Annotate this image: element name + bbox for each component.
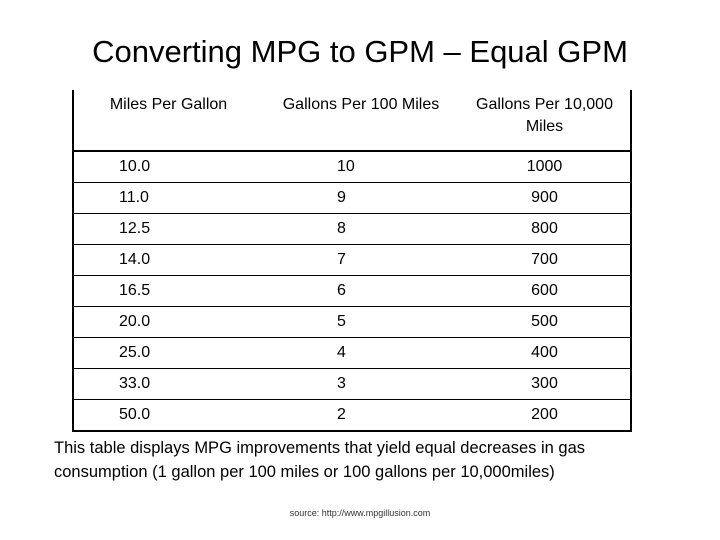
cell-gallons-per-10000-miles: 600	[459, 275, 631, 307]
table-body: 10.0 10 1000 11.0 9 900 12.5 8 800 14.0 7 700 16.5 6 6…	[73, 151, 631, 431]
table-row: 10.0 10 1000	[73, 151, 631, 183]
cell-gallons-per-10000-miles: 500	[459, 306, 631, 338]
table-row: 12.5 8 800	[73, 213, 631, 245]
cell-gallons-per-10000-miles: 800	[459, 213, 631, 245]
cell-gallons-per-10000-miles: 1000	[459, 151, 631, 183]
column-header-gallons-per-10000-miles: Gallons Per 10,000 Miles	[459, 90, 631, 152]
cell-gallons-per-100-miles: 6	[263, 275, 459, 307]
caption: This table displays MPG improvements tha…	[54, 439, 586, 481]
cell-gallons-per-100-miles: 7	[263, 244, 459, 276]
cell-gallons-per-100-miles: 10	[263, 151, 459, 183]
cell-mpg: 33.0	[73, 368, 263, 400]
table-row: 11.0 9 900	[73, 182, 631, 214]
cell-mpg: 14.0	[73, 244, 263, 276]
column-header-mpg: Miles Per Gallon	[73, 90, 263, 152]
table-row: 14.0 7 700	[73, 244, 631, 276]
cell-gallons-per-10000-miles: 400	[459, 337, 631, 369]
cell-mpg: 11.0	[73, 182, 263, 214]
cell-mpg: 50.0	[119, 406, 151, 423]
cell-mpg: 20.0	[73, 306, 263, 338]
conversion-table: Miles Per Gallon Gallons Per 100 Miles G…	[72, 90, 632, 432]
page-title: Converting MPG to GPM – Equal GPM	[92, 34, 628, 69]
cell-gallons-per-10000-miles: 300	[459, 368, 631, 400]
cell-mpg: 25.0	[73, 337, 263, 369]
cell-gallons-per-100-miles: 8	[263, 213, 459, 245]
cell-gallons-per-100-miles: 9	[263, 182, 459, 214]
cell-mpg: 10.0	[73, 151, 263, 183]
cell-gallons-per-10000-miles: 200	[531, 406, 558, 423]
table-row: 20.0 5 500	[73, 306, 631, 338]
cell-gallons-per-100-miles: 2	[337, 406, 346, 423]
cell-gallons-per-10000-miles: 900	[459, 182, 631, 214]
cell-mpg: 12.5	[73, 213, 263, 245]
cell-gallons-per-100-miles: 4	[263, 337, 459, 369]
cell-gallons-per-100-miles: 5	[263, 306, 459, 338]
table-row: 25.0 4 400	[73, 337, 631, 369]
cell-mpg: 16.5	[73, 275, 263, 307]
header-row: Miles Per Gallon Gallons Per 100 Miles G…	[73, 90, 631, 152]
table-row: 16.5 6 600	[73, 275, 631, 307]
source-note: source: http://www.mpgillusion.com	[289, 508, 431, 518]
cell-gallons-per-100-miles: 3	[263, 368, 459, 400]
table-row: 50.0 2 200	[73, 400, 631, 432]
table-row: 33.0 3 300	[73, 368, 631, 400]
column-header-gallons-per-100-miles: Gallons Per 100 Miles	[263, 90, 459, 152]
cell-gallons-per-10000-miles: 700	[459, 244, 631, 276]
